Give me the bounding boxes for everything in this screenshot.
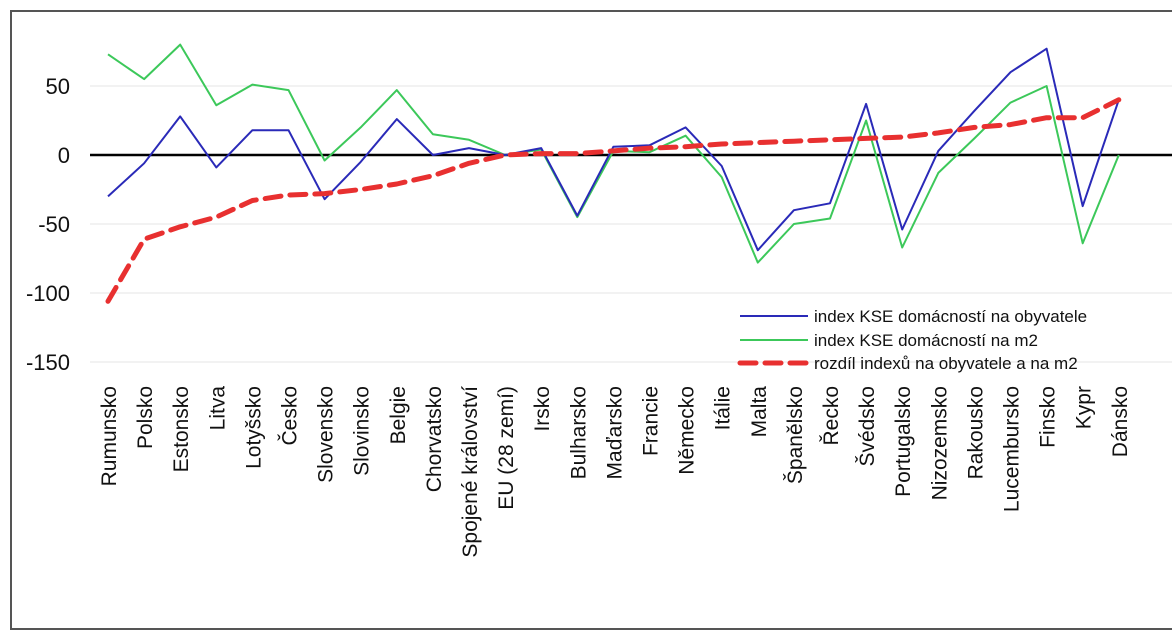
x-category-label: Belgie [387,386,410,444]
gridlines [90,85,1172,363]
x-category-label: Maďarsko [603,386,626,479]
x-category-label: Rakousko [964,386,987,479]
x-category-label: Slovinsko [351,386,374,476]
y-tick-label: 50 [46,74,70,99]
legend-label-2: rozdíl indexů na obyvatele a na m2 [814,354,1078,373]
x-category-label: Nizozemsko [928,386,951,500]
x-category-label: Portugalsko [892,386,915,497]
x-category-label: Kypr [1073,386,1096,429]
x-category-label: Bulharsko [567,386,590,479]
y-tick-label: -150 [26,350,70,375]
y-tick-label: -100 [26,281,70,306]
x-category-label: Itálie [712,386,735,430]
series-line-1 [107,43,1120,264]
chart-canvas: 50 0 -50 -100 -150 Rumunsko Polsko Estonsko Lit… [26,43,1172,558]
x-category-label: Lucembursko [1001,386,1024,512]
x-category-label: Chorvatsko [423,386,446,492]
x-category-label: Francie [640,386,663,456]
x-category-label: Spojené království [459,386,482,558]
series-line-0 [107,47,1120,252]
x-category-label: Česko [279,386,302,446]
x-category-label: Finsko [1037,386,1060,448]
x-category-label: Lotyšsko [242,386,265,469]
x-category-label: Německo [676,386,699,475]
x-category-label: Estonsko [170,386,193,472]
y-tick-label: 0 [58,143,70,168]
x-category-label: Švédsko [856,386,879,467]
x-category-label: Slovensko [315,386,338,483]
x-category-label: Irsko [531,386,554,432]
chart-frame [10,10,1172,630]
legend: index KSE domácností na obyvatele index K… [737,307,1087,373]
x-category-label: Malta [748,386,771,438]
x-category-label: Polsko [134,386,157,449]
series-lines [105,43,1122,304]
series-line-2 [105,97,1122,304]
y-axis-ticks: 50 0 -50 -100 -150 [26,74,70,375]
x-category-label: Rumunsko [98,386,121,486]
legend-label-0: index KSE domácností na obyvatele [814,307,1087,326]
x-category-label: Litva [206,386,229,431]
legend-label-1: index KSE domácností na m2 [814,331,1038,350]
x-category-label: Dánsko [1109,386,1132,457]
x-category-label: Španělsko [784,386,807,484]
x-category-label: Řecko [820,386,843,446]
y-tick-label: -50 [38,212,70,237]
x-axis-category-labels: Rumunsko Polsko Estonsko Litva Lotyšsko Česko… [98,386,1132,558]
x-category-label: EU (28 zemí) [495,386,518,510]
